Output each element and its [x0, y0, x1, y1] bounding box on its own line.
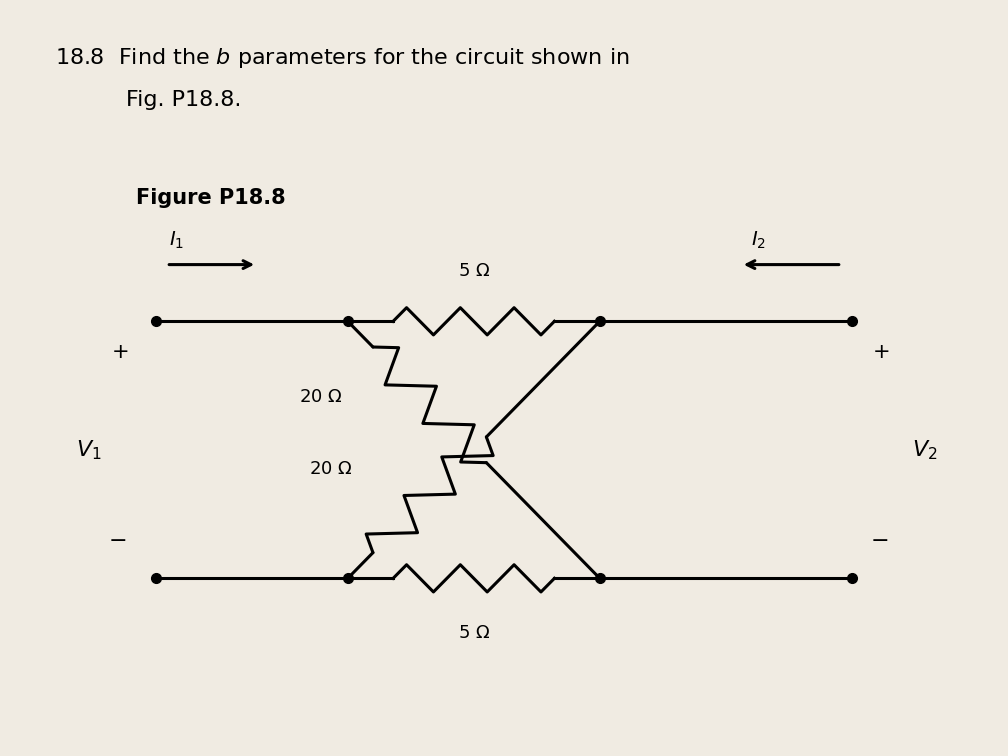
Text: +: +: [873, 342, 891, 361]
Text: $V_1$: $V_1$: [76, 438, 101, 462]
Text: −: −: [871, 531, 889, 550]
Text: Fig. P18.8.: Fig. P18.8.: [126, 90, 241, 110]
Text: 20 $\Omega$: 20 $\Omega$: [299, 388, 343, 406]
Text: Figure P18.8: Figure P18.8: [136, 188, 285, 208]
Text: 5 $\Omega$: 5 $\Omega$: [458, 624, 490, 642]
Text: 5 $\Omega$: 5 $\Omega$: [458, 262, 490, 280]
Text: +: +: [112, 342, 130, 361]
Text: 20 $\Omega$: 20 $\Omega$: [309, 460, 353, 478]
Text: 18.8  Find the $b$ parameters for the circuit shown in: 18.8 Find the $b$ parameters for the cir…: [55, 46, 630, 70]
Text: −: −: [109, 531, 127, 550]
Text: $I_1$: $I_1$: [169, 230, 184, 251]
Text: $I_2$: $I_2$: [751, 230, 766, 251]
Text: $V_2$: $V_2$: [912, 438, 937, 462]
